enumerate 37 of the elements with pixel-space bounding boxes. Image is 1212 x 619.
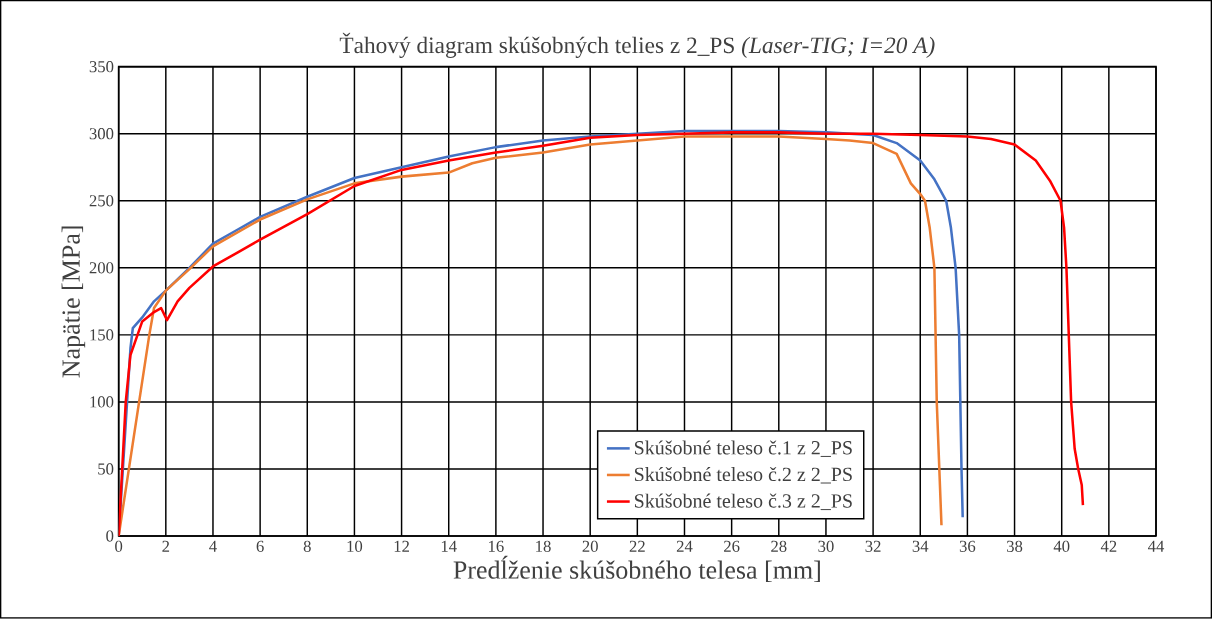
y-tick-label: 50 bbox=[98, 463, 114, 475]
x-tick-label: 16 bbox=[489, 540, 504, 553]
x-tick-label: 26 bbox=[724, 540, 740, 553]
x-tick-label: 32 bbox=[865, 540, 881, 553]
x-tick-label: 6 bbox=[256, 540, 264, 553]
y-axis-title: Napätie [MPa] bbox=[61, 226, 86, 378]
legend-label: Skúšobné teleso č.1 z 2_PS bbox=[634, 440, 852, 458]
x-tick-label: 30 bbox=[818, 540, 834, 553]
y-tick-label: 200 bbox=[89, 262, 114, 274]
x-tick-label: 42 bbox=[1100, 540, 1117, 552]
x-tick-label: 12 bbox=[394, 540, 409, 552]
y-tick-label: 150 bbox=[90, 329, 114, 341]
x-tick-label: 20 bbox=[582, 540, 598, 553]
y-tick-label: 300 bbox=[89, 128, 114, 140]
x-tick-label: 40 bbox=[1053, 540, 1070, 553]
legend-label: Skúšobné teleso č.3 z 2_PS bbox=[634, 493, 852, 511]
x-tick-label: 18 bbox=[536, 540, 551, 553]
x-tick-label: 44 bbox=[1148, 540, 1165, 552]
x-tick-label: 10 bbox=[347, 540, 363, 553]
x-tick-label: 4 bbox=[209, 540, 217, 552]
x-tick-label: 36 bbox=[959, 540, 976, 553]
x-tick-label: 34 bbox=[912, 540, 929, 553]
chart-title: Ťahový diagram skúšobných telies z 2_PS (Laser-TIG; I=20 A) bbox=[339, 33, 935, 59]
y-tick-label: 100 bbox=[90, 396, 114, 408]
x-tick-label: 2 bbox=[162, 540, 170, 552]
x-tick-label: 0 bbox=[115, 540, 123, 553]
x-tick-label: 8 bbox=[303, 540, 311, 553]
y-tick-label: 350 bbox=[89, 61, 114, 73]
x-axis-title: Predĺženie skúšobného telesa [mm] bbox=[453, 555, 820, 583]
x-tick-label: 22 bbox=[629, 540, 645, 552]
x-tick-label: 14 bbox=[441, 540, 457, 552]
x-tick-label: 38 bbox=[1007, 540, 1023, 553]
y-tick-label: 250 bbox=[89, 195, 114, 207]
y-tick-label: 0 bbox=[106, 530, 114, 542]
x-tick-label: 28 bbox=[771, 540, 787, 553]
legend-label: Skúšobné teleso č.2 z 2_PS bbox=[634, 467, 852, 484]
x-tick-label: 24 bbox=[676, 540, 693, 552]
